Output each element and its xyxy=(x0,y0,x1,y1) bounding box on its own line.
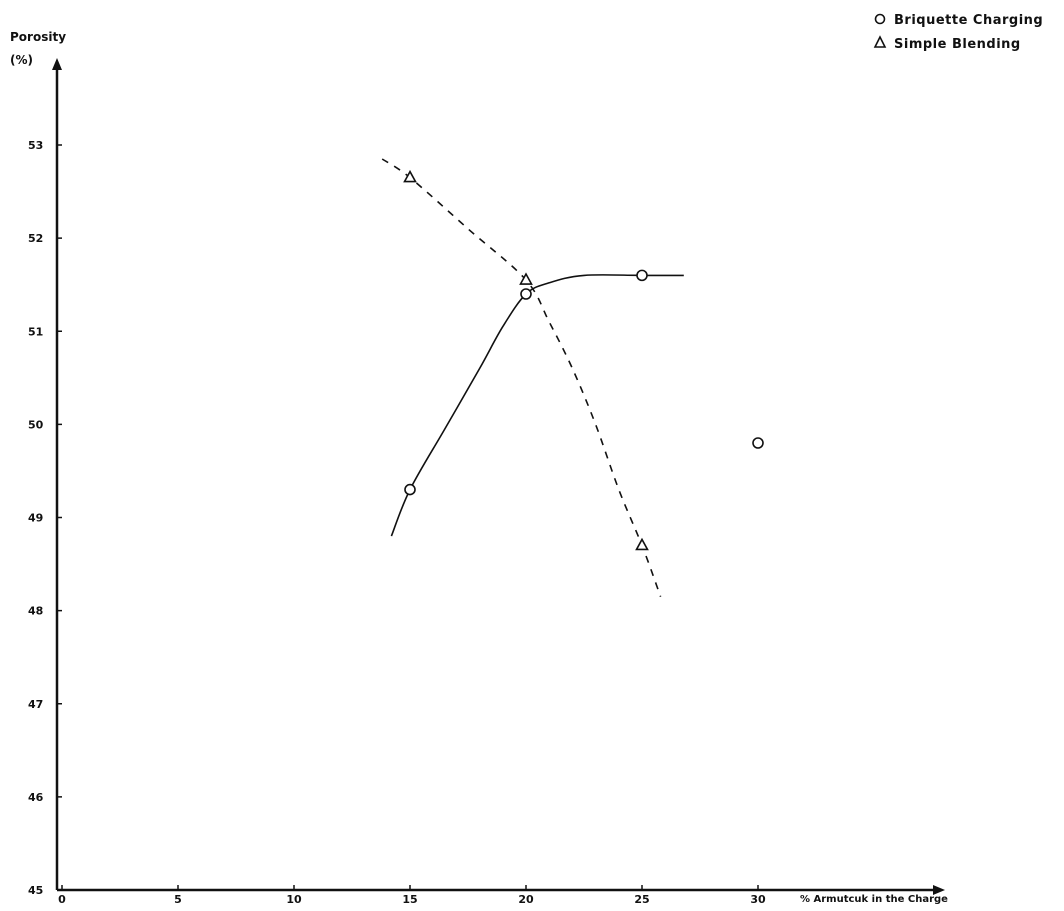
legend-label-blending: Simple Blending xyxy=(894,37,1021,52)
briquette-charging-point xyxy=(636,269,648,282)
x-tick-label: 30 xyxy=(750,893,766,906)
y-tick-label: 53 xyxy=(28,139,43,152)
x-tick-label: 10 xyxy=(286,893,302,906)
x-tick-label: 5 xyxy=(174,893,182,906)
x-tick-label: 0 xyxy=(58,893,66,906)
x-tick-label: 20 xyxy=(518,893,534,906)
y-axis-title: Porosity xyxy=(10,30,66,44)
series-curves xyxy=(381,158,684,597)
legend-triangle-marker xyxy=(873,35,887,48)
legend-label-briquette: Briquette Charging xyxy=(894,13,1043,28)
simple-blending-curve xyxy=(381,158,662,597)
simple-blending-point xyxy=(519,272,533,285)
y-tick-label: 46 xyxy=(28,791,44,804)
y-tick-label: 47 xyxy=(28,698,43,711)
series-markers xyxy=(403,169,764,551)
legend: Briquette Charging Simple Blending xyxy=(873,13,1043,52)
y-tick-label: 50 xyxy=(28,418,44,431)
y-tick-label: 52 xyxy=(28,232,43,245)
briquette-charging-curve xyxy=(390,274,684,537)
x-axis-arrowhead xyxy=(933,885,945,895)
y-tick-label: 51 xyxy=(28,325,43,338)
legend-circle-marker xyxy=(874,13,886,25)
y-axis-arrowhead xyxy=(52,58,62,70)
simple-blending-point xyxy=(403,169,417,183)
y-tick-label: 49 xyxy=(28,512,43,525)
briquette-charging-point xyxy=(520,288,532,300)
x-tick-label: 15 xyxy=(402,893,417,906)
simple-blending-point xyxy=(635,537,649,551)
x-axis-title: % Armutcuk in the Charge xyxy=(800,894,948,905)
y-axis-ticks: 45 46 47 48 49 50 51 52 53 xyxy=(28,139,62,897)
briquette-charging-point xyxy=(404,483,416,496)
x-axis-ticks: 0 5 10 15 20 25 30 xyxy=(58,885,766,906)
x-tick-label: 25 xyxy=(634,893,649,906)
y-tick-label: 48 xyxy=(28,605,43,618)
y-axis-unit: (%) xyxy=(10,53,33,67)
y-tick-label: 45 xyxy=(28,884,43,897)
briquette-charging-point xyxy=(752,437,764,449)
